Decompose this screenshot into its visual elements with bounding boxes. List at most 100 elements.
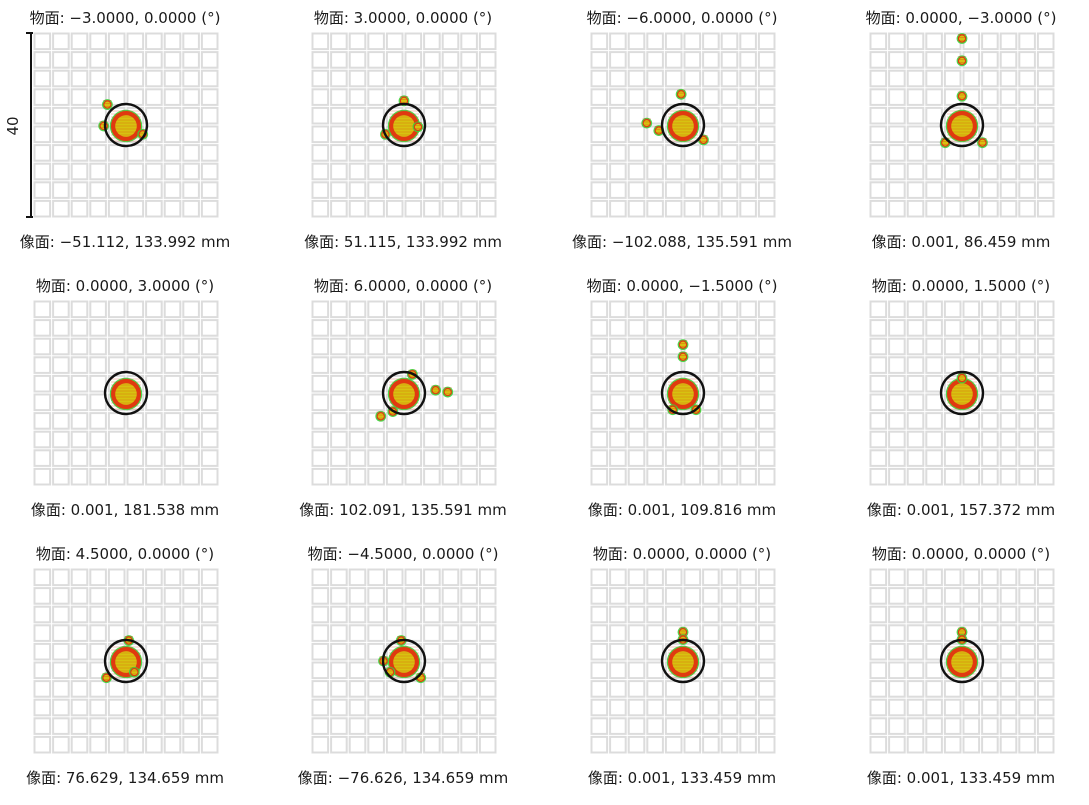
grid-cell — [609, 717, 627, 735]
grid-cell — [869, 661, 888, 680]
grid-cell — [646, 449, 664, 467]
grid-cell — [423, 393, 441, 412]
grid-cell — [126, 449, 145, 467]
grid-cell — [981, 735, 999, 754]
grid-cell — [311, 624, 330, 642]
grid-cell — [999, 337, 1018, 356]
grid-cell — [683, 300, 702, 319]
spot-plot — [590, 568, 776, 754]
grid-cell — [145, 51, 163, 69]
grid-cell — [404, 300, 423, 319]
grid-cell — [70, 337, 89, 356]
grid-cell — [869, 88, 888, 106]
grid-cell — [348, 449, 367, 467]
image-position-label: 像面: −76.626, 134.659 mm — [297, 769, 509, 787]
grid-cell — [757, 587, 776, 605]
grid-cell — [145, 568, 163, 587]
grid-cell — [962, 680, 981, 698]
grid-cell — [52, 125, 70, 144]
grid-cell — [702, 587, 720, 605]
grid-cell — [107, 624, 126, 642]
grid-cell — [163, 698, 182, 717]
grid-cell — [441, 144, 460, 162]
grid-cell — [646, 144, 664, 162]
grid-cell — [757, 568, 776, 587]
grid-cell — [664, 412, 683, 430]
grid-cell — [739, 69, 757, 88]
grid-cell — [702, 319, 720, 337]
grid-cell — [869, 568, 888, 587]
grid-cell — [70, 356, 89, 374]
grid-cell — [33, 319, 52, 337]
grid-cell — [52, 337, 70, 356]
grid-cell — [906, 106, 925, 125]
grid-cell — [89, 356, 107, 374]
grid-cell — [590, 88, 609, 106]
grid-cell — [925, 698, 943, 717]
grid-cell — [441, 717, 460, 735]
grid-cell — [423, 181, 441, 199]
grid-cell — [163, 717, 182, 735]
grid-cell — [702, 69, 720, 88]
grid-cell — [423, 412, 441, 430]
grid-cell — [182, 374, 200, 393]
grid-cell — [33, 69, 52, 88]
grid-cell — [646, 680, 664, 698]
grid-cell — [33, 199, 52, 218]
grid-cell — [367, 680, 385, 698]
grid-cell — [627, 125, 646, 144]
image-position-label: 像面: 0.001, 157.372 mm — [866, 501, 1056, 519]
grid-cell — [999, 642, 1018, 661]
grid-cell — [925, 735, 943, 754]
grid-cell — [145, 144, 163, 162]
grid-cell — [981, 624, 999, 642]
grid-cell — [200, 144, 219, 162]
grid-cell — [888, 374, 906, 393]
grid-cell — [925, 568, 943, 587]
grid-cell — [311, 88, 330, 106]
grid-cell — [999, 717, 1018, 735]
grid-cell — [999, 430, 1018, 449]
grid-cell — [943, 162, 962, 181]
grid-cell — [145, 319, 163, 337]
grid-cell — [163, 319, 182, 337]
airy-circle — [103, 370, 149, 416]
grid-cell — [999, 162, 1018, 181]
spot-cell: 物面: 0.0000, 1.5000 (°) 像面: 0.001, 157.37… — [836, 268, 1089, 536]
spot-satellite-core — [679, 353, 687, 360]
grid-cell — [1036, 356, 1055, 374]
grid-cell — [999, 605, 1018, 624]
grid-cell — [962, 199, 981, 218]
grid-cell — [869, 624, 888, 642]
grid-cell — [646, 162, 664, 181]
grid-cell — [404, 735, 423, 754]
spot-cell: 物面: −6.0000, 0.0000 (°) 像面: −102.088, 13… — [557, 0, 827, 268]
grid-cell — [609, 125, 627, 144]
grid-cell — [720, 430, 739, 449]
grid-cell — [1036, 605, 1055, 624]
grid-cell — [311, 642, 330, 661]
grid-cell — [981, 568, 999, 587]
grid-cell — [367, 319, 385, 337]
grid-cell — [441, 605, 460, 624]
grid-cell — [330, 125, 348, 144]
grid-cell — [70, 680, 89, 698]
grid-cell — [126, 735, 145, 754]
scale-bar-cap — [26, 216, 36, 218]
grid-cell — [646, 393, 664, 412]
grid-cell — [182, 412, 200, 430]
grid-cell — [52, 430, 70, 449]
grid-cell — [590, 69, 609, 88]
grid-cell — [981, 374, 999, 393]
grid-cell — [906, 88, 925, 106]
grid-cell — [627, 430, 646, 449]
grid-cell — [311, 337, 330, 356]
grid-cell — [311, 125, 330, 144]
grid-cell — [646, 88, 664, 106]
grid-cell — [182, 680, 200, 698]
grid-cell — [70, 69, 89, 88]
grid-cell — [385, 199, 404, 218]
grid-cell — [33, 412, 52, 430]
image-position-label: 像面: 76.629, 134.659 mm — [26, 769, 224, 787]
spot-satellite-core — [655, 127, 662, 134]
